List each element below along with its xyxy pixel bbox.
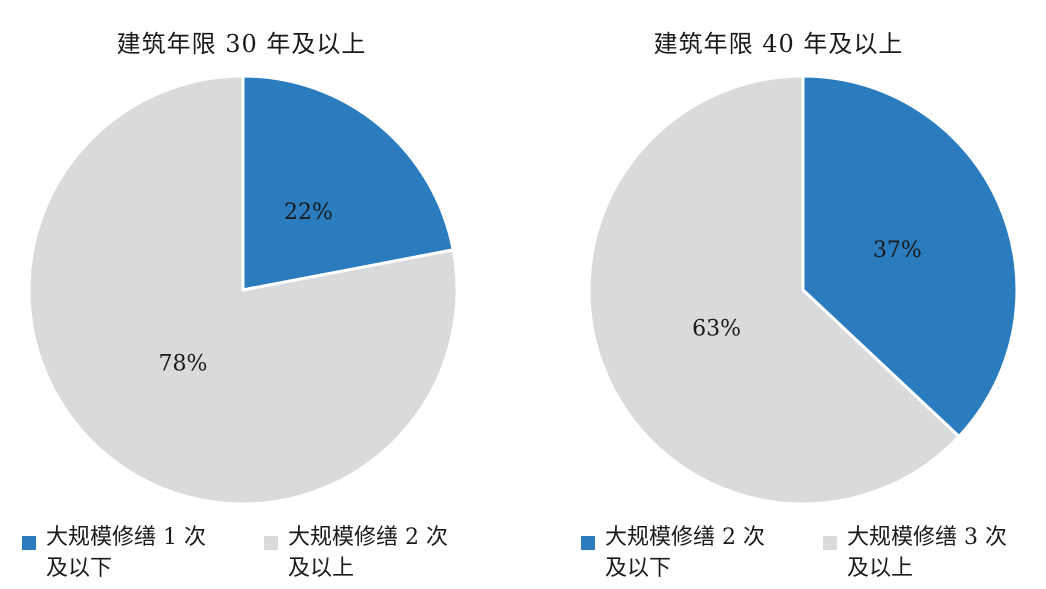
legend-item-0: 大规模修缮 2 次 及以下 — [581, 522, 765, 584]
pie-slice-1 — [587, 74, 962, 506]
pie-slice-0 — [241, 74, 455, 292]
pie-svg: 37% 63% — [587, 74, 1019, 506]
legend-item-1: 大规模修缮 2 次 及以上 — [264, 522, 448, 584]
pie-chart-40-years: 建筑年限 40 年及以上 37% 63% 大规模修缮 2 次 及以下 大规模修缮… — [523, 0, 1046, 589]
slice-value-label-0: 22% — [284, 200, 333, 225]
slice-value-label-1: 78% — [159, 352, 208, 377]
legend-label-1: 大规模修缮 2 次 及以上 — [288, 525, 448, 581]
legend-swatch-0 — [22, 536, 36, 550]
pie-slice-1 — [27, 74, 459, 506]
slice-value-label-0: 37% — [873, 238, 922, 263]
legend-swatch-1 — [823, 536, 837, 550]
slice-value-label-1: 63% — [692, 316, 741, 341]
legend-swatch-1 — [264, 536, 278, 550]
pie-slice-0 — [801, 74, 1019, 439]
legend-item-0: 大规模修缮 1 次 及以下 — [22, 522, 206, 584]
legend-swatch-0 — [581, 536, 595, 550]
legend-label-0: 大规模修缮 1 次 及以下 — [46, 525, 206, 581]
legend-label-0: 大规模修缮 2 次 及以下 — [605, 525, 765, 581]
chart-title: 建筑年限 30 年及以上 — [116, 30, 367, 58]
legend-item-1: 大规模修缮 3 次 及以上 — [823, 522, 1007, 584]
pie-chart-30-years: 建筑年限 30 年及以上 22% 78% 大规模修缮 1 次 及以下 大规模修缮… — [22, 30, 459, 584]
legend-label-1: 大规模修缮 3 次 及以上 — [847, 525, 1007, 581]
pie-svg: 22% 78% — [27, 74, 459, 506]
chart-title: 建筑年限 40 年及以上 — [653, 30, 904, 58]
